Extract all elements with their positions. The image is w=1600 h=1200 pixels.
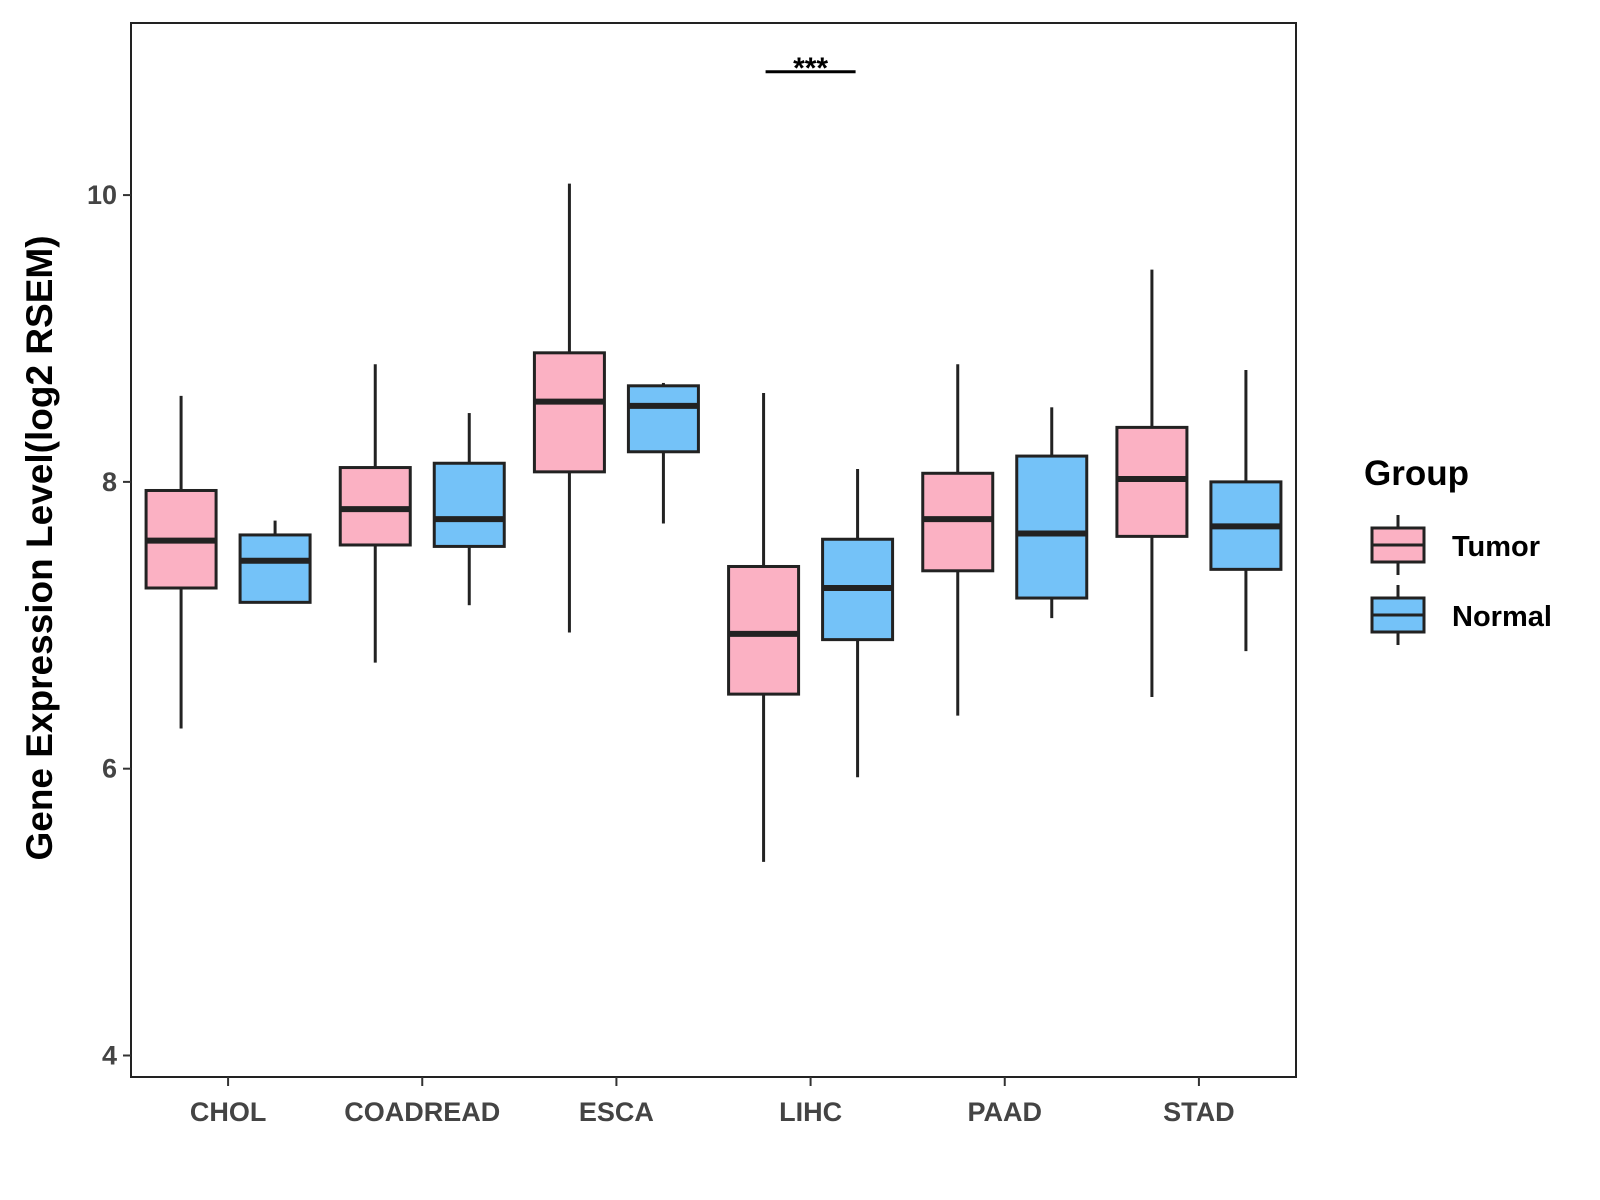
box-tumor-lihc [727, 392, 801, 862]
y-axis-title: Gene Expression Level(log2 RSEM) [19, 235, 60, 860]
x-tick-label-coadread: COADREAD [344, 1097, 500, 1127]
box-normal-coadread [432, 413, 506, 606]
x-tick-label-lihc: LIHC [779, 1097, 842, 1127]
legend-label-normal: Normal [1452, 601, 1552, 633]
plot-panel-border [130, 22, 1297, 1078]
significance-label: *** [793, 52, 828, 85]
legend-title: Group [1364, 454, 1469, 493]
x-tick-label-stad: STAD [1163, 1097, 1235, 1127]
box-normal-stad [1209, 370, 1283, 652]
y-tick-label: 8 [102, 467, 117, 497]
x-tick-label-paad: PAAD [967, 1097, 1042, 1127]
box-iqr [1015, 454, 1089, 600]
legend-item-normal: Normal [1370, 585, 1552, 645]
box-tumor-paad [921, 364, 995, 716]
legend: Group Tumor Normal [1364, 454, 1552, 645]
box-tumor-coadread [338, 364, 412, 663]
box-normal-esca [626, 382, 700, 524]
x-axis: CHOL COADREAD ESCA LIHC PAAD STAD [190, 1077, 1235, 1127]
box-iqr [727, 564, 801, 696]
box-normal-lihc [821, 468, 895, 778]
significance-annotations: *** [765, 52, 856, 85]
box-iqr [532, 351, 606, 474]
box-iqr [238, 533, 312, 604]
y-tick-label: 10 [87, 180, 117, 210]
box-iqr [626, 384, 700, 454]
box-tumor-stad [1115, 269, 1189, 697]
legend-label-tumor: Tumor [1452, 531, 1540, 563]
box-normal-paad [1015, 407, 1089, 619]
box-normal-chol [238, 520, 312, 604]
y-tick-label: 6 [102, 754, 117, 784]
y-axis: 4 6 8 10 [87, 180, 131, 1070]
plot-marks [144, 183, 1283, 862]
x-tick-label-chol: CHOL [190, 1097, 267, 1127]
legend-item-tumor: Tumor [1370, 515, 1540, 575]
box-tumor-esca [532, 183, 606, 633]
box-tumor-chol [144, 395, 218, 729]
y-tick-label: 4 [102, 1040, 117, 1070]
x-tick-label-esca: ESCA [579, 1097, 654, 1127]
box-iqr [432, 461, 506, 548]
